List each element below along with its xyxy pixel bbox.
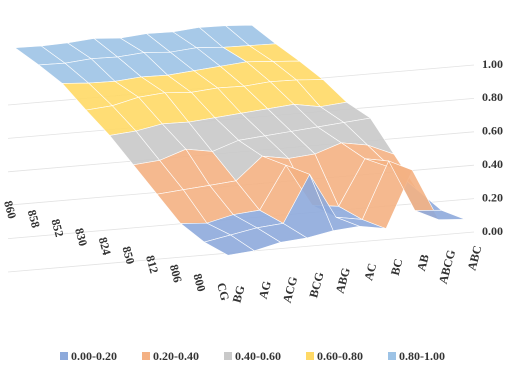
x-tick-label: ACG [280, 275, 300, 304]
legend-swatch [388, 352, 396, 360]
depth-tick-label: 830 [72, 227, 90, 248]
x-tick-label: BC [388, 257, 406, 277]
depth-tick-label: 852 [48, 217, 66, 238]
legend-label: 0.20-0.40 [153, 349, 199, 363]
depth-tick-label: 860 [1, 199, 19, 220]
x-tick-label: AC [361, 262, 379, 282]
z-tick-label: 0.80 [482, 90, 503, 104]
depth-tick-label: 812 [143, 254, 161, 275]
depth-tick-label: 858 [25, 208, 43, 229]
z-tick-label: 1.00 [482, 57, 503, 71]
depth-tick-label: 800 [190, 272, 208, 293]
depth-tick-label: CG [214, 281, 232, 302]
x-tick-label: BCG [306, 271, 326, 300]
z-tick-label: 0.00 [482, 224, 503, 238]
surface-cell [414, 209, 466, 220]
z-tick-label: 0.20 [482, 190, 503, 204]
depth-tick-label: 824 [96, 236, 114, 257]
x-tick-label: AG [256, 279, 274, 300]
depth-tick-label: 850 [119, 245, 137, 266]
x-tick-label: BG [230, 284, 248, 304]
legend-label: 0.40-0.60 [235, 349, 281, 363]
x-tick-label: ABCG [436, 248, 458, 285]
legend-swatch [306, 352, 314, 360]
z-tick-label: 0.60 [482, 124, 503, 138]
legend-label: 0.00-0.20 [71, 349, 117, 363]
x-tick-label: ABC [464, 244, 484, 272]
x-tick-label: AB [414, 253, 432, 273]
z-tick-label: 0.40 [482, 157, 503, 171]
depth-tick-label: 806 [167, 263, 185, 284]
legend-label: 0.80-1.00 [399, 349, 445, 363]
x-tick-label: ABG [333, 266, 353, 295]
legend-swatch [60, 352, 68, 360]
legend-label: 0.60-0.80 [317, 349, 363, 363]
legend-swatch [142, 352, 150, 360]
legend-swatch [224, 352, 232, 360]
